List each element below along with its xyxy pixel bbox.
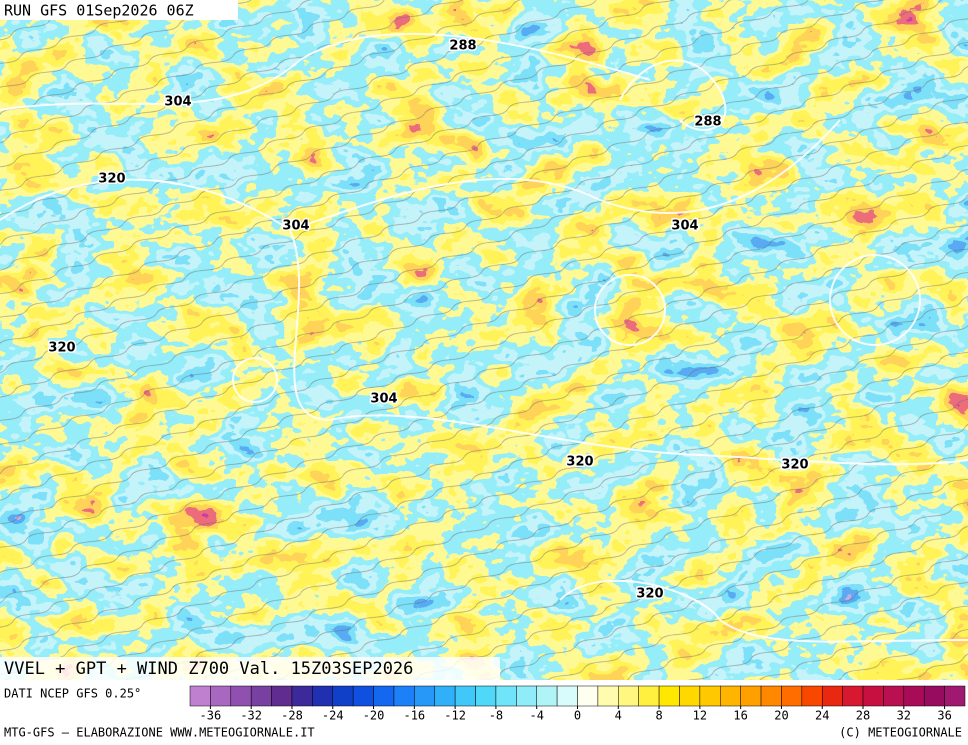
colorbar-box (556, 685, 578, 707)
colorbar-tick-label: 28 (856, 709, 870, 723)
contour-line (232, 357, 278, 403)
colorbar-box (720, 685, 741, 707)
colorbar-box (638, 685, 660, 707)
contour-label: 288 (449, 39, 476, 54)
contour-line (619, 59, 727, 131)
geopotential-contours (0, 32, 968, 643)
colorbar-box (393, 685, 415, 707)
colorbar-tick-label: 20 (774, 709, 788, 723)
footer-right: (C) METEOGIORNALE (839, 726, 962, 740)
run-box (0, 0, 238, 20)
contour-line (594, 274, 666, 346)
colorbar-box (801, 685, 823, 707)
colorbar-box (821, 685, 843, 707)
contour-label: 304 (370, 392, 397, 407)
colorbar-tick-label: 12 (693, 709, 707, 723)
contour-line (829, 254, 921, 346)
contour-label: 304 (282, 219, 309, 234)
colorbar-box (760, 685, 782, 707)
colorbar-tick-label: -12 (444, 709, 466, 723)
contour-label: 304 (671, 219, 698, 234)
colorbar-tick-label: -16 (403, 709, 425, 723)
colorbar-tick-label: 24 (815, 709, 829, 723)
colorbar-box (903, 685, 925, 707)
colorbar-box (291, 685, 313, 707)
colorbar-box (577, 685, 599, 707)
contour-line (0, 32, 651, 111)
colorbar-box (658, 685, 680, 707)
colorbar-tick-label: -32 (240, 709, 262, 723)
colorbar-box (618, 685, 639, 707)
colorbar-box (740, 685, 762, 707)
contour-label: 320 (48, 341, 75, 356)
colorbar-box (434, 685, 456, 707)
run-label: RUN GFS 01Sep2026 06Z (4, 2, 194, 20)
colorbar-box (352, 685, 374, 707)
contour-label: 320 (636, 587, 663, 602)
colorbar-box (679, 685, 701, 707)
title-box (0, 657, 500, 680)
colorbar-box (373, 685, 395, 707)
colorbar-box (230, 685, 252, 707)
colorbar-tick-label: -28 (281, 709, 303, 723)
colorbar-box (495, 685, 517, 707)
colorbar-box (699, 685, 721, 707)
contour-label: 288 (694, 115, 721, 130)
colorbar-box (516, 685, 537, 707)
colorbar-tick-label: -36 (200, 709, 222, 723)
colorbar-box (210, 685, 232, 707)
colorbar-box (944, 685, 966, 707)
colorbar-tick-label: 36 (937, 709, 951, 723)
colorbar-box (842, 685, 864, 707)
colorbar-box (189, 685, 211, 707)
colorbar-tick-label: 0 (574, 709, 581, 723)
colorbar-box (536, 685, 558, 707)
colorbar-box (923, 685, 945, 707)
colorbar-tick-label: -4 (529, 709, 543, 723)
colorbar-box (332, 685, 354, 707)
contour-line (559, 579, 968, 643)
colorbar-tick-label: -20 (363, 709, 385, 723)
contour-label: 320 (566, 455, 593, 470)
footer-left: MTG-GFS – ELABORAZIONE WWW.METEOGIORNALE… (4, 726, 315, 740)
source-label: DATI NCEP GFS 0.25° (4, 687, 141, 701)
colorbar-box (883, 685, 905, 707)
colorbar-box (312, 685, 334, 707)
wind-streamlines (0, 0, 968, 680)
colorbar-box (271, 685, 293, 707)
colorbar-tick-label: -8 (489, 709, 503, 723)
colorbar-tick-label: 32 (897, 709, 911, 723)
colorbar-box (475, 685, 497, 707)
colorbar-box (414, 685, 435, 707)
contour-label: 304 (164, 95, 191, 110)
colorbar-tick-label: 4 (615, 709, 622, 723)
colorbar-tick-label: 8 (655, 709, 662, 723)
colorbar-tick-label: -24 (322, 709, 344, 723)
contour-line (289, 119, 841, 231)
contour-line (0, 178, 968, 466)
map-title: VVEL + GPT + WIND Z700 Val. 15Z03SEP2026 (4, 659, 413, 679)
colorbar-box (781, 685, 803, 707)
colorbar-tick-label: 16 (733, 709, 747, 723)
contour-label: 320 (781, 458, 808, 473)
colorbar-box (862, 685, 884, 707)
contour-label: 320 (98, 172, 125, 187)
colorbar-box (454, 685, 476, 707)
colorbar-box (597, 685, 619, 707)
colorbar-box (250, 685, 272, 707)
